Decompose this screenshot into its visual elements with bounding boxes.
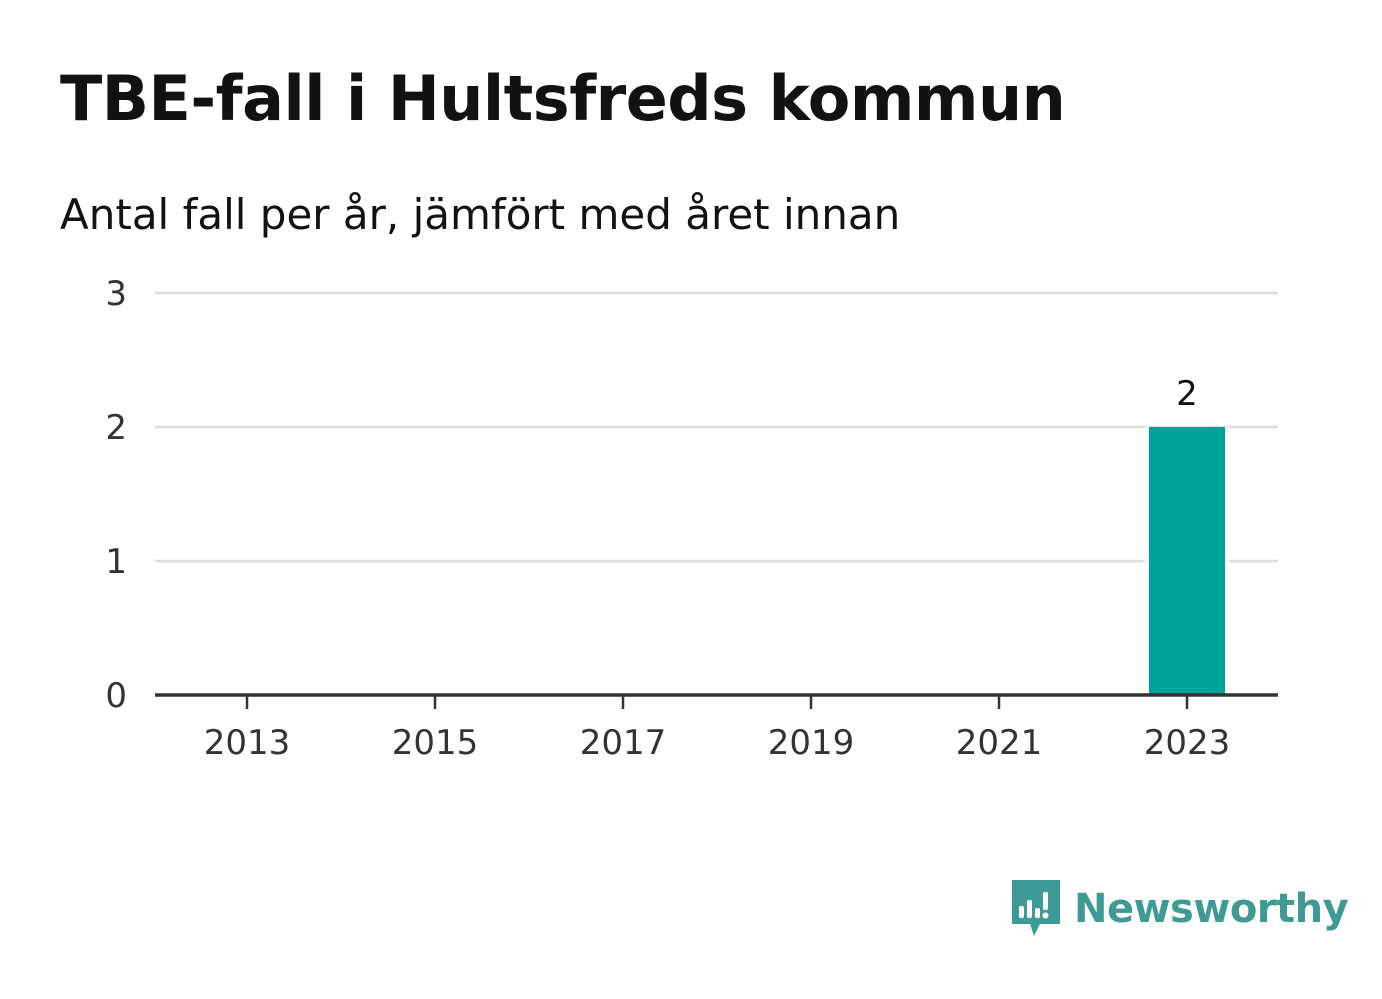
newsworthy-logo-icon xyxy=(1012,880,1060,936)
newsworthy-logo: Newsworthy xyxy=(1010,878,1349,940)
bar-2023 xyxy=(1149,427,1225,695)
chart-subtitle: Antal fall per år, jämfört med året inna… xyxy=(60,190,901,239)
data-label: 2 xyxy=(1176,374,1198,414)
y-tick-label: 0 xyxy=(105,676,127,716)
brand-name: Newsworthy xyxy=(1074,886,1349,932)
x-tick-label: 2019 xyxy=(768,723,855,763)
labels: 0 1 2 3 2 2013 2015 2017 2019 2021 2023 xyxy=(105,274,1230,763)
bars xyxy=(1145,427,1229,695)
axes xyxy=(155,693,1278,709)
y-tick-label: 2 xyxy=(105,408,127,448)
x-tick-label: 2013 xyxy=(204,723,291,763)
grid-lines xyxy=(155,291,1278,563)
x-tick-label: 2021 xyxy=(956,723,1043,763)
x-tick-label: 2017 xyxy=(580,723,667,763)
y-tick-label: 3 xyxy=(105,274,127,314)
chart-title: TBE-fall i Hultsfreds kommun xyxy=(60,62,1066,135)
x-tick-label: 2023 xyxy=(1144,723,1231,763)
x-tick-label: 2015 xyxy=(392,723,479,763)
y-tick-label: 1 xyxy=(105,542,127,582)
